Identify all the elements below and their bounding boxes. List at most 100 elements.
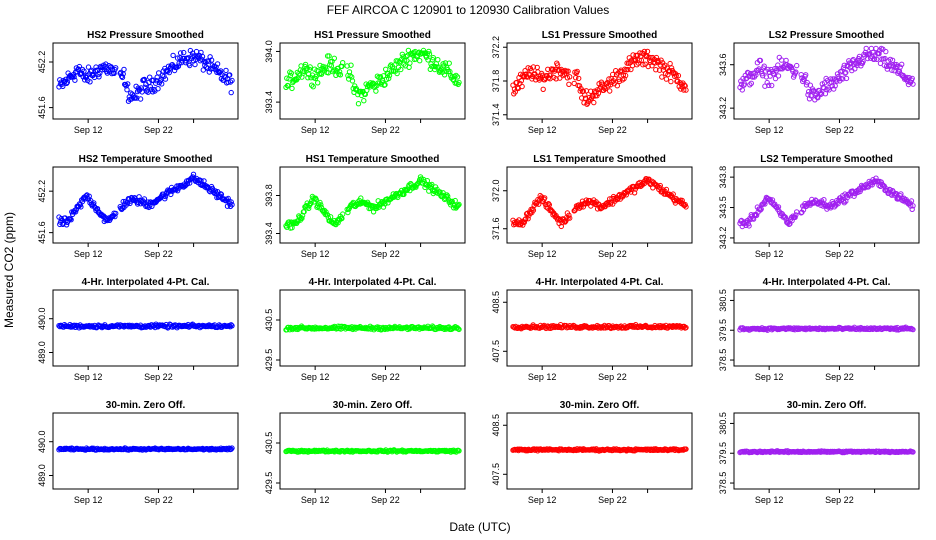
data-point xyxy=(565,68,571,74)
data-point xyxy=(109,213,116,219)
data-point xyxy=(331,55,337,62)
data-point xyxy=(81,68,87,74)
data-point xyxy=(189,53,195,59)
data-point xyxy=(214,61,221,67)
data-point xyxy=(323,66,329,72)
data-point xyxy=(579,95,585,101)
data-point xyxy=(621,75,627,82)
data-point xyxy=(228,89,234,96)
plot-frame xyxy=(279,166,466,244)
data-point xyxy=(228,446,234,452)
data-point xyxy=(533,324,539,331)
x-tick-label: Sep 12 xyxy=(528,249,557,259)
data-point xyxy=(528,68,534,74)
data-point xyxy=(843,69,849,76)
data-point xyxy=(766,82,772,88)
x-tick-label: Sep 12 xyxy=(301,125,330,135)
data-point xyxy=(327,214,334,220)
chart-panel: 30-min. Zero Off. 378.5 379.5 380.5 Sep 12 Se… xyxy=(718,400,920,505)
data-point xyxy=(627,322,633,329)
data-point xyxy=(908,198,915,204)
data-point xyxy=(386,75,392,82)
data-point xyxy=(377,74,384,80)
data-point xyxy=(135,85,142,91)
chart-panel: 30-min. Zero Off. 489.0 490.0 Sep 12 Sep 22 xyxy=(37,400,239,505)
plot-frame xyxy=(506,289,693,367)
data-point xyxy=(774,66,780,72)
panel-title: HS2 Temperature Smoothed xyxy=(79,154,213,165)
x-tick-label: Sep 22 xyxy=(598,495,627,505)
data-point xyxy=(318,70,324,76)
data-point xyxy=(75,66,82,72)
x-axis-label: Date (UTC) xyxy=(449,520,510,534)
data-point xyxy=(897,64,903,70)
data-point xyxy=(199,53,206,60)
data-point xyxy=(423,181,430,188)
data-point xyxy=(339,63,345,70)
data-point xyxy=(668,78,674,85)
data-point xyxy=(310,84,316,90)
data-point xyxy=(566,212,572,218)
x-tick-label: Sep 22 xyxy=(598,125,627,135)
data-point xyxy=(318,204,325,211)
data-point xyxy=(756,206,763,212)
data-point xyxy=(345,209,351,216)
data-point xyxy=(741,448,748,454)
y-tick-label: 452.2 xyxy=(37,180,47,203)
y-tick-label: 430.5 xyxy=(264,432,274,455)
y-tick-label: 489.0 xyxy=(37,464,47,487)
x-tick-label: Sep 12 xyxy=(755,372,784,382)
data-point xyxy=(192,61,198,68)
chart-panel: 30-min. Zero Off. 429.5 430.5 Sep 12 Sep 22 xyxy=(264,400,466,505)
data-point xyxy=(601,87,607,93)
data-point xyxy=(100,213,107,219)
y-tick-label: 408.5 xyxy=(491,414,501,437)
chart-panel: LS2 Pressure Smoothed 343.2 343.6 Sep 12 Sep… xyxy=(718,30,920,135)
data-point xyxy=(876,51,882,57)
data-point xyxy=(111,70,117,76)
data-point xyxy=(512,89,519,95)
panel-title: HS1 Pressure Smoothed xyxy=(314,30,431,41)
data-point xyxy=(284,224,290,230)
data-point xyxy=(153,80,159,86)
data-point xyxy=(316,205,322,211)
data-point xyxy=(71,74,77,80)
data-point xyxy=(306,205,312,211)
data-point xyxy=(177,50,184,56)
data-point xyxy=(514,79,520,86)
data-point xyxy=(423,54,430,60)
data-point xyxy=(422,184,428,191)
data-point xyxy=(147,84,154,90)
data-point xyxy=(567,215,573,221)
data-point xyxy=(309,82,315,88)
data-point xyxy=(552,66,558,73)
data-point xyxy=(681,202,688,209)
data-point xyxy=(159,81,165,87)
y-tick-label: 380.5 xyxy=(718,412,728,435)
data-point xyxy=(336,69,343,75)
x-tick-label: Sep 22 xyxy=(825,372,854,382)
data-point xyxy=(187,62,193,69)
y-tick-label: 372.0 xyxy=(491,179,501,202)
data-point xyxy=(537,192,543,199)
data-point xyxy=(910,326,916,333)
data-point xyxy=(326,53,332,59)
data-point xyxy=(323,209,329,215)
data-point xyxy=(910,203,916,209)
y-tick-label: 372.2 xyxy=(491,36,501,59)
data-point xyxy=(765,66,771,73)
data-point xyxy=(619,69,625,75)
data-point xyxy=(764,79,770,86)
data-point xyxy=(352,83,358,89)
data-point xyxy=(677,80,683,86)
data-point xyxy=(741,81,748,87)
data-point xyxy=(518,78,525,84)
data-point xyxy=(628,189,634,195)
data-point xyxy=(841,200,848,206)
chart-panel: HS1 Temperature Smoothed 393.4 393.8 Sep 12… xyxy=(264,154,466,259)
data-point xyxy=(67,216,73,222)
data-point xyxy=(640,62,646,68)
y-tick-label: 378.5 xyxy=(718,472,728,495)
x-tick-label: Sep 12 xyxy=(528,495,557,505)
data-point xyxy=(124,87,130,93)
